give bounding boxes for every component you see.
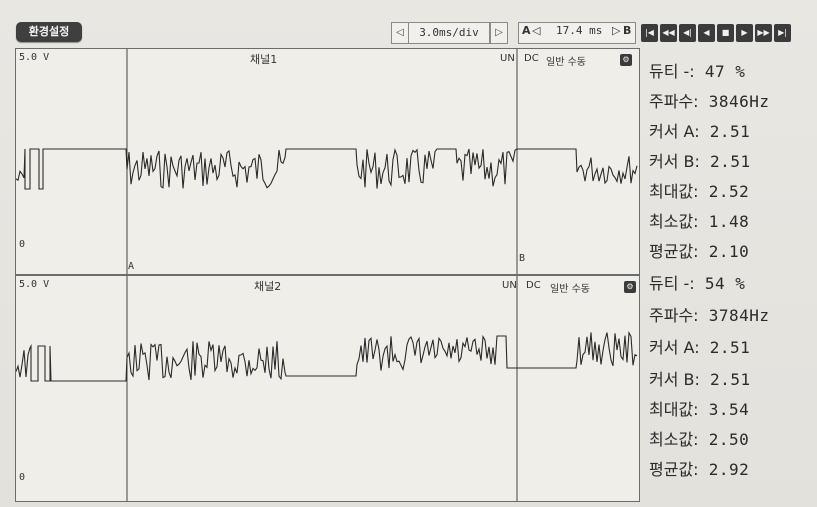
first-button[interactable]: |◀	[641, 24, 658, 42]
ch1-frequency: 주파수: 3846Hz	[649, 92, 770, 111]
cursor-a-label: A	[522, 24, 531, 37]
channel2-settings-icon[interactable]: ⚙	[624, 281, 636, 293]
channel1-settings-icon[interactable]: ⚙	[620, 54, 632, 66]
ch2-duty: 듀티 -: 54 %	[649, 274, 746, 293]
stop-button[interactable]: ■	[717, 24, 734, 42]
time-div-prev-button[interactable]: ◁	[391, 22, 409, 44]
channel2-mode: UN	[502, 280, 517, 291]
channel1-mode: UN	[500, 53, 515, 64]
ch1-avg: 평균값: 2.10	[649, 242, 750, 261]
channel1-zero: 0	[19, 239, 26, 250]
channel1-title: 채널1	[250, 53, 278, 66]
last-button[interactable]: ▶|	[774, 24, 791, 42]
ch1-duty: 듀티 -: 47 %	[649, 62, 746, 81]
cursor-b-marker[interactable]: B	[519, 253, 526, 264]
channel2-scale: 5.0 V	[19, 279, 50, 290]
rewind-button[interactable]: ◀◀	[660, 24, 677, 42]
ch2-cursor-b: 커서 B: 2.51	[649, 370, 751, 389]
channel2-trigger: 일반 수동	[550, 284, 590, 295]
cursor-time-box	[518, 22, 636, 44]
ch1-cursor-a: 커서 A: 2.51	[649, 122, 751, 141]
time-div-display: 3.0ms/div	[408, 22, 490, 44]
channel2-coupling: DC	[526, 280, 541, 291]
channel1-waveform-plot	[16, 49, 638, 274]
back-button[interactable]: ◀	[698, 24, 715, 42]
time-div-next-button[interactable]: ▷	[490, 22, 508, 44]
cursor-prev-arrow[interactable]: ◁	[532, 24, 541, 37]
settings-button[interactable]: 환경설정	[16, 22, 82, 42]
ch2-cursor-a: 커서 A: 2.51	[649, 338, 751, 357]
fast-forward-button[interactable]: ▶▶	[755, 24, 772, 42]
play-button[interactable]: ▶	[736, 24, 753, 42]
playback-controls: |◀ ◀◀ ◀| ◀ ■ ▶ ▶▶ ▶|	[641, 24, 791, 44]
ch1-cursor-b: 커서 B: 2.51	[649, 152, 751, 171]
channel1-coupling: DC	[524, 53, 539, 64]
cursor-time: 17.4 ms	[556, 24, 603, 37]
ch1-max: 최대값: 2.52	[649, 182, 750, 201]
channel2-zero: 0	[19, 472, 26, 483]
cursor-a-marker[interactable]: A	[128, 261, 135, 272]
channel1-scale: 5.0 V	[19, 52, 50, 63]
ch2-avg: 평균값: 2.92	[649, 460, 750, 479]
ch2-min: 최소값: 2.50	[649, 430, 750, 449]
step-back-button[interactable]: ◀|	[679, 24, 696, 42]
channel1-trigger: 일반 수동	[546, 57, 586, 68]
channel1-panel[interactable]: 5.0 V 0 채널1 UN DC 일반 수동 ⚙ A B	[15, 48, 640, 275]
channel2-title: 채널2	[254, 280, 282, 293]
cursor-next-arrow[interactable]: ▷	[612, 24, 621, 37]
ch2-frequency: 주파수: 3784Hz	[649, 306, 770, 325]
channel2-waveform-plot	[16, 276, 638, 501]
cursor-b-label: B	[623, 24, 632, 37]
ch2-max: 최대값: 3.54	[649, 400, 750, 419]
channel2-panel[interactable]: 5.0 V 0 채널2 UN DC 일반 수동 ⚙	[15, 275, 640, 502]
ch1-min: 최소값: 1.48	[649, 212, 750, 231]
